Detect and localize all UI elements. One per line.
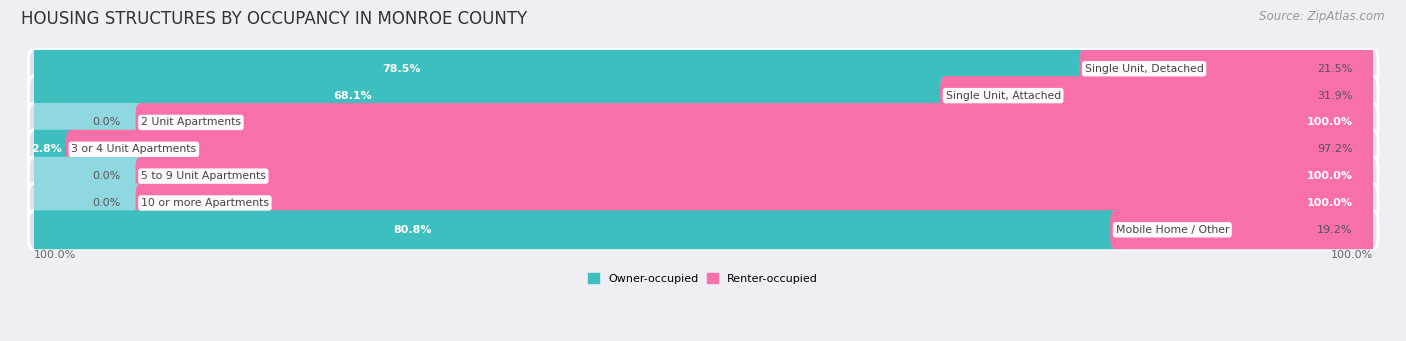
FancyBboxPatch shape <box>28 157 146 196</box>
Text: 3 or 4 Unit Apartments: 3 or 4 Unit Apartments <box>72 144 197 154</box>
Text: 100.0%: 100.0% <box>1306 171 1353 181</box>
Legend: Owner-occupied, Renter-occupied: Owner-occupied, Renter-occupied <box>583 269 823 288</box>
FancyBboxPatch shape <box>28 183 1378 222</box>
FancyBboxPatch shape <box>941 76 1378 115</box>
Text: 5 to 9 Unit Apartments: 5 to 9 Unit Apartments <box>141 171 266 181</box>
Text: Mobile Home / Other: Mobile Home / Other <box>1115 225 1229 235</box>
Text: 68.1%: 68.1% <box>333 91 373 101</box>
FancyBboxPatch shape <box>1080 49 1378 88</box>
FancyBboxPatch shape <box>28 76 950 115</box>
Text: Source: ZipAtlas.com: Source: ZipAtlas.com <box>1260 10 1385 23</box>
Text: Single Unit, Detached: Single Unit, Detached <box>1085 64 1204 74</box>
Text: 0.0%: 0.0% <box>93 171 121 181</box>
Text: 10 or more Apartments: 10 or more Apartments <box>141 198 269 208</box>
FancyBboxPatch shape <box>28 49 1090 88</box>
FancyBboxPatch shape <box>28 76 1378 115</box>
Text: 100.0%: 100.0% <box>1306 198 1353 208</box>
FancyBboxPatch shape <box>28 49 1378 88</box>
FancyBboxPatch shape <box>28 183 146 222</box>
Text: 21.5%: 21.5% <box>1317 64 1353 74</box>
Text: 97.2%: 97.2% <box>1317 144 1353 154</box>
FancyBboxPatch shape <box>1111 210 1378 249</box>
Text: 100.0%: 100.0% <box>1330 250 1372 260</box>
FancyBboxPatch shape <box>28 103 1378 142</box>
Text: 100.0%: 100.0% <box>34 250 76 260</box>
FancyBboxPatch shape <box>66 130 1378 169</box>
FancyBboxPatch shape <box>135 183 1378 222</box>
FancyBboxPatch shape <box>28 130 1378 169</box>
Text: 0.0%: 0.0% <box>93 198 121 208</box>
Text: HOUSING STRUCTURES BY OCCUPANCY IN MONROE COUNTY: HOUSING STRUCTURES BY OCCUPANCY IN MONRO… <box>21 10 527 28</box>
Text: 100.0%: 100.0% <box>1306 117 1353 128</box>
FancyBboxPatch shape <box>135 103 1378 142</box>
FancyBboxPatch shape <box>28 103 146 142</box>
Text: Single Unit, Attached: Single Unit, Attached <box>945 91 1060 101</box>
Text: 31.9%: 31.9% <box>1317 91 1353 101</box>
Text: 78.5%: 78.5% <box>382 64 420 74</box>
FancyBboxPatch shape <box>28 157 1378 196</box>
FancyBboxPatch shape <box>28 210 1378 249</box>
Text: 2.8%: 2.8% <box>31 144 62 154</box>
Text: 2 Unit Apartments: 2 Unit Apartments <box>141 117 240 128</box>
FancyBboxPatch shape <box>135 157 1378 196</box>
Text: 0.0%: 0.0% <box>93 117 121 128</box>
FancyBboxPatch shape <box>28 130 77 169</box>
Text: 19.2%: 19.2% <box>1317 225 1353 235</box>
FancyBboxPatch shape <box>28 210 1121 249</box>
Text: 80.8%: 80.8% <box>394 225 432 235</box>
